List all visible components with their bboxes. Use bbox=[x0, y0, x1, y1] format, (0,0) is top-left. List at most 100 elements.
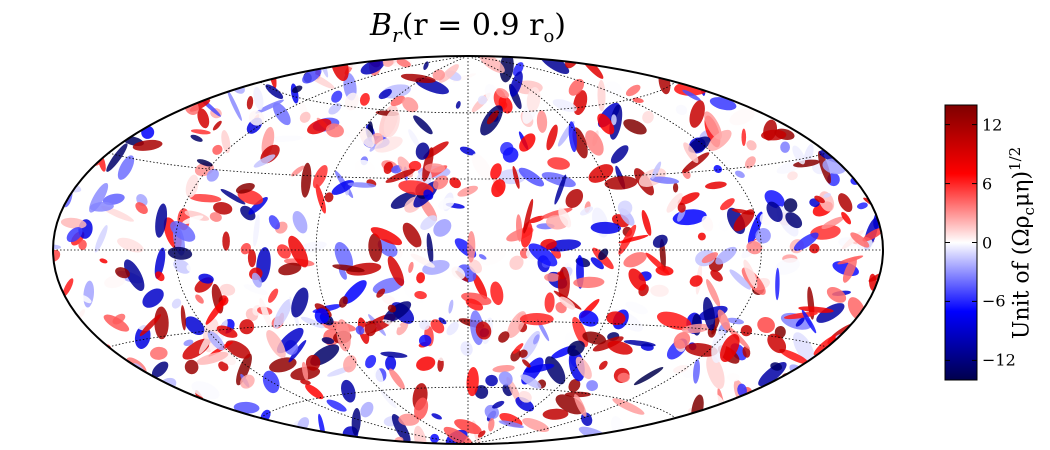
field-patch bbox=[466, 367, 479, 397]
field-patch bbox=[519, 133, 536, 152]
field-patch bbox=[533, 334, 540, 345]
field-patch bbox=[78, 239, 87, 251]
field-patch bbox=[233, 401, 260, 414]
field-patch bbox=[443, 426, 474, 444]
field-patch bbox=[132, 139, 163, 151]
field-patch bbox=[864, 388, 880, 397]
field-patch bbox=[53, 56, 66, 89]
field-patch bbox=[80, 294, 92, 304]
field-patch bbox=[651, 161, 662, 180]
field-patch bbox=[173, 259, 191, 274]
field-patch bbox=[755, 227, 771, 244]
field-patch bbox=[423, 189, 434, 200]
field-patch bbox=[408, 160, 422, 171]
field-patch bbox=[746, 240, 762, 255]
field-patch bbox=[528, 243, 558, 267]
field-patch bbox=[850, 232, 870, 248]
field-patch bbox=[809, 243, 820, 254]
field-patch bbox=[216, 325, 238, 338]
field-patch bbox=[817, 56, 834, 64]
field-patch bbox=[53, 335, 62, 366]
meridian-line bbox=[467, 56, 621, 444]
field-patch bbox=[414, 291, 427, 300]
field-patch bbox=[786, 68, 793, 79]
field-patch bbox=[408, 129, 420, 147]
field-patch bbox=[102, 122, 124, 131]
field-patch bbox=[315, 183, 326, 214]
field-patch bbox=[625, 84, 641, 97]
field-patch bbox=[79, 406, 109, 418]
field-patch bbox=[301, 361, 309, 381]
field-patch bbox=[835, 346, 847, 363]
field-patch bbox=[816, 303, 845, 323]
field-patch bbox=[812, 102, 825, 129]
field-patch bbox=[775, 267, 780, 301]
field-patch bbox=[53, 136, 67, 147]
field-patch bbox=[491, 179, 506, 198]
field-patch bbox=[423, 61, 429, 71]
field-patch bbox=[167, 392, 196, 414]
field-patch bbox=[182, 215, 204, 225]
field-patch bbox=[53, 378, 74, 389]
field-patch bbox=[811, 56, 824, 62]
field-patch bbox=[815, 421, 839, 439]
field-patch bbox=[89, 64, 108, 82]
field-patch bbox=[155, 271, 165, 282]
field-patch bbox=[498, 371, 513, 386]
field-patch bbox=[703, 296, 716, 331]
field-patch bbox=[180, 305, 186, 331]
field-patch bbox=[841, 211, 852, 225]
field-patch bbox=[410, 253, 435, 268]
field-patch bbox=[146, 394, 165, 412]
field-patch bbox=[715, 246, 737, 265]
field-patch bbox=[416, 356, 436, 371]
field-patch bbox=[387, 256, 405, 286]
field-patch bbox=[415, 142, 430, 160]
field-patch bbox=[557, 266, 570, 301]
field-patch bbox=[105, 93, 122, 102]
field-patch bbox=[236, 353, 252, 386]
field-patch bbox=[740, 324, 753, 337]
field-patch bbox=[133, 77, 155, 106]
field-patch bbox=[515, 396, 535, 412]
field-patch bbox=[824, 416, 853, 439]
field-patch bbox=[204, 417, 224, 443]
field-patch bbox=[743, 259, 758, 289]
field-patch bbox=[455, 101, 461, 109]
field-patch bbox=[253, 86, 264, 111]
field-patch bbox=[124, 259, 145, 291]
field-patch bbox=[341, 379, 356, 403]
field-patch bbox=[312, 165, 328, 189]
field-patch bbox=[302, 67, 322, 84]
field-patch bbox=[823, 193, 831, 198]
field-patch bbox=[156, 409, 170, 444]
field-patch bbox=[103, 384, 134, 398]
colorbar-tick-label: 6 bbox=[982, 174, 993, 194]
field-patch bbox=[183, 339, 194, 346]
field-patch bbox=[171, 298, 182, 309]
field-patch bbox=[761, 129, 787, 141]
field-patch bbox=[75, 363, 87, 385]
field-patch bbox=[814, 195, 825, 204]
field-patch bbox=[485, 374, 498, 387]
field-patch bbox=[474, 385, 489, 399]
field-patch bbox=[253, 154, 276, 168]
field-patch bbox=[685, 343, 718, 357]
field-patch bbox=[541, 172, 576, 188]
field-patch bbox=[396, 58, 411, 68]
field-patch bbox=[380, 389, 397, 409]
field-patch bbox=[597, 113, 615, 135]
field-patch bbox=[811, 403, 829, 422]
field-patch bbox=[793, 373, 806, 390]
field-patch bbox=[779, 348, 810, 365]
field-patch bbox=[673, 365, 689, 374]
field-patch bbox=[94, 225, 108, 253]
field-patch bbox=[709, 56, 720, 74]
field-patch bbox=[298, 241, 327, 253]
field-patch bbox=[196, 351, 229, 365]
field-patch bbox=[370, 227, 403, 246]
field-patch bbox=[656, 311, 692, 330]
field-patch bbox=[248, 196, 268, 215]
field-patch bbox=[706, 354, 725, 390]
